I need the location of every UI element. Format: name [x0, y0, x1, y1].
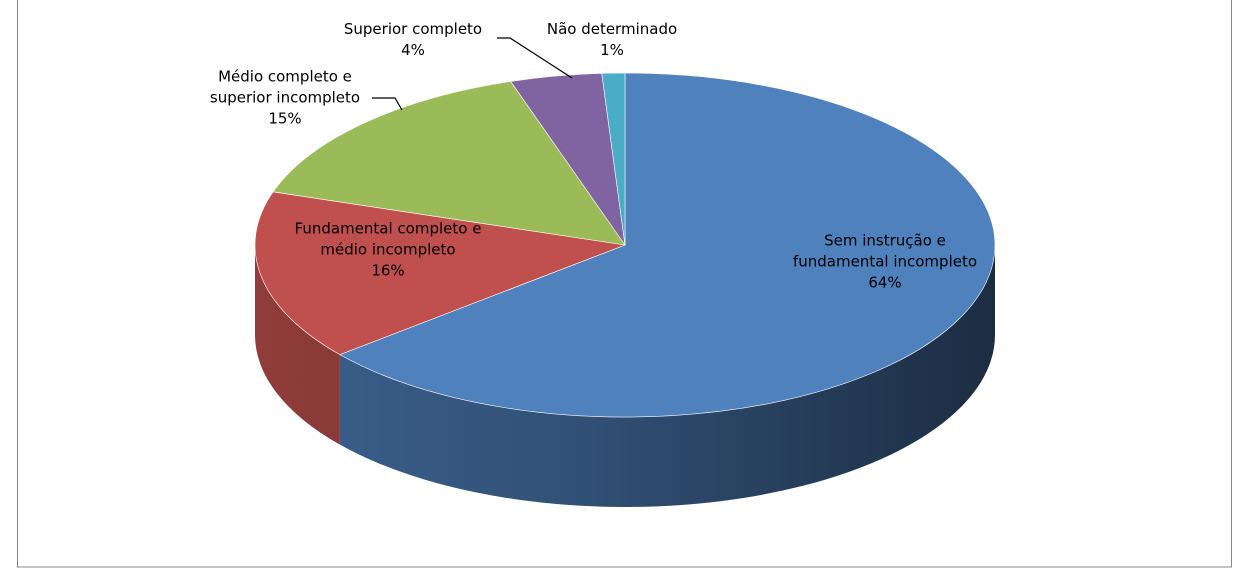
chart-frame	[17, 0, 1232, 568]
leader-lines	[372, 37, 573, 111]
pie-slice	[601, 72, 626, 246]
pie-slice	[254, 191, 627, 355]
pie-side	[255, 245, 340, 445]
slice-name: Sem instrução e fundamental incompleto	[792, 231, 978, 271]
slice-name: Superior completo	[343, 20, 483, 38]
pie-side	[339, 245, 995, 507]
pie	[254, 72, 996, 507]
slice-label: Médio completo e superior incompleto 15%	[198, 67, 373, 130]
slice-value: 1%	[600, 41, 624, 59]
pie-slice	[272, 81, 626, 246]
slice-value: 16%	[371, 261, 405, 280]
slice-label: Fundamental completo e médio incompleto 1…	[281, 219, 496, 282]
leader-line	[497, 37, 573, 79]
slice-label: Superior completo 4%	[323, 19, 503, 61]
slice-value: 4%	[401, 41, 425, 59]
slice-label: Sem instrução e fundamental incompleto 64…	[785, 231, 985, 294]
slice-value: 64%	[868, 273, 902, 292]
leader-line	[372, 97, 403, 111]
slice-name: Fundamental completo e médio incompleto	[294, 219, 482, 259]
slice-label: Não determinado 1%	[532, 19, 692, 61]
slice-name: Médio completo e superior incompleto	[209, 67, 361, 107]
pie-slice	[339, 72, 996, 418]
slice-value: 15%	[268, 109, 302, 128]
slice-name: Não determinado	[546, 20, 678, 38]
